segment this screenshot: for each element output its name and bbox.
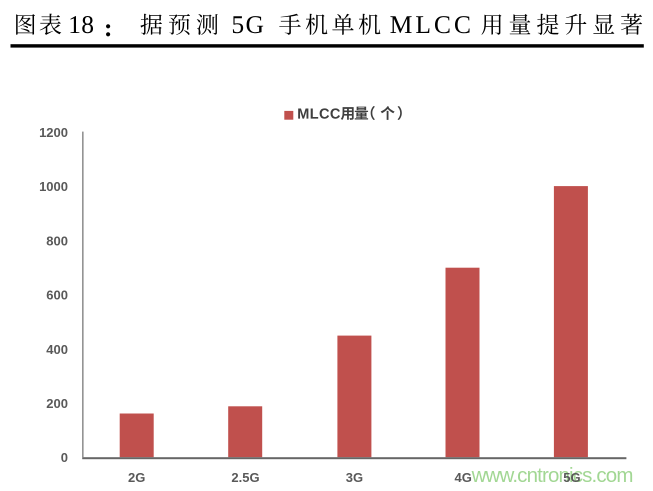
svg-text:5G: 5G: [563, 470, 580, 485]
svg-text:1200: 1200: [39, 125, 68, 140]
svg-text:2.5G: 2.5G: [231, 470, 259, 485]
svg-text:1000: 1000: [39, 179, 68, 194]
svg-text:800: 800: [46, 233, 68, 248]
svg-text:200: 200: [46, 396, 68, 411]
svg-text:4G: 4G: [455, 470, 472, 485]
svg-text:3G: 3G: [346, 470, 363, 485]
svg-text:0: 0: [61, 450, 68, 465]
svg-text:www.cntronics.com: www.cntronics.com: [471, 464, 633, 487]
svg-text:400: 400: [46, 342, 68, 357]
svg-text:600: 600: [46, 288, 68, 303]
svg-text:2G: 2G: [128, 470, 145, 485]
